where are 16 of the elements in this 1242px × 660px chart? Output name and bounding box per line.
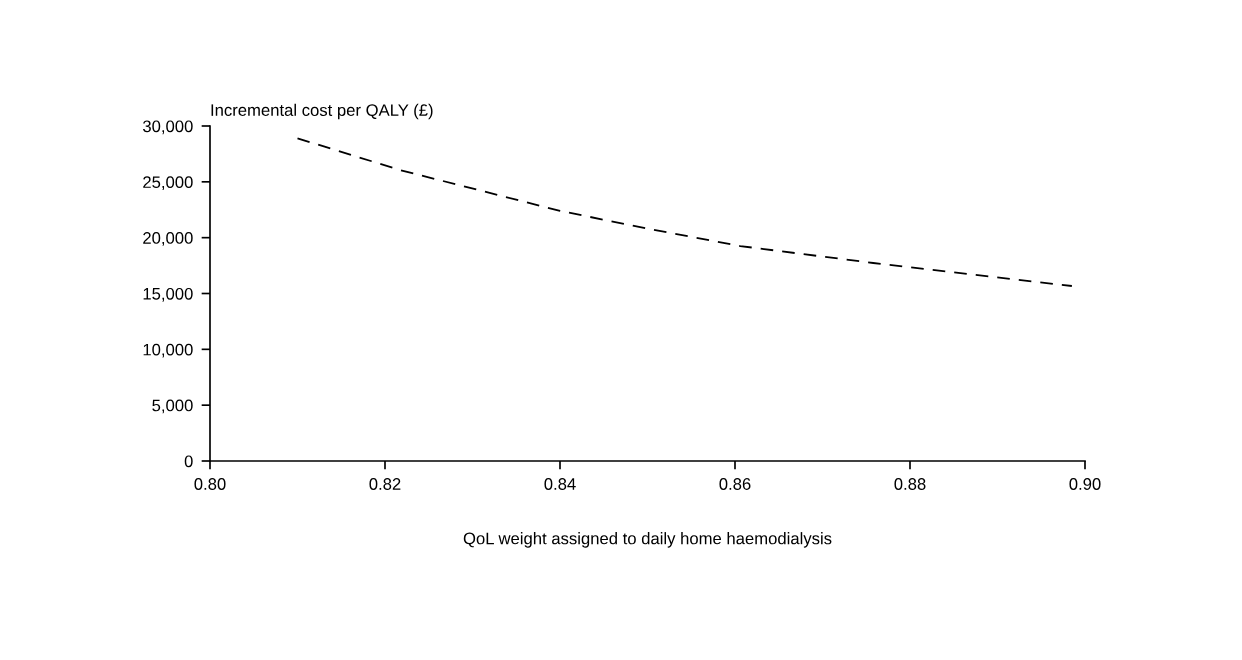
- y-tick-label: 5,000: [152, 399, 193, 414]
- x-tick-label: 0.80: [194, 478, 226, 490]
- x-tick-label: 0.82: [369, 478, 401, 490]
- x-tick-label: 0.86: [719, 478, 751, 490]
- y-tick-label: 0: [184, 455, 193, 468]
- y-tick-label: 25,000: [143, 176, 193, 191]
- x-tick-label: 0.84: [544, 478, 576, 490]
- y-axis-title: Incremental cost per QALY (£): [211, 103, 433, 120]
- x-axis-title: QoL weight assigned to daily home haemodialysis: [463, 532, 832, 548]
- y-tick-label: 15,000: [143, 287, 193, 302]
- x-tick-label: 0.88: [894, 478, 926, 490]
- y-tick-label: 10,000: [143, 343, 193, 358]
- y-tick-label: 30,000: [143, 120, 193, 135]
- y-tick-label: 20,000: [143, 232, 193, 246]
- line-series: [296, 137, 1073, 287]
- x-tick-label: 0.90: [1069, 478, 1101, 490]
